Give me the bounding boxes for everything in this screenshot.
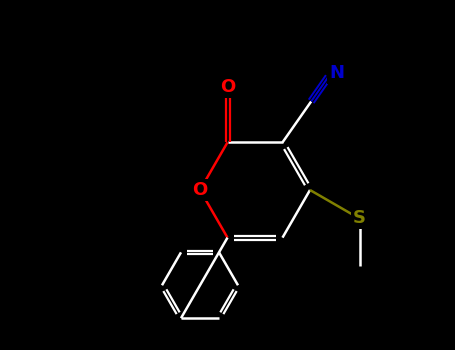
Text: O: O (220, 78, 235, 96)
Text: N: N (329, 64, 344, 82)
Text: O: O (192, 181, 207, 199)
Text: S: S (353, 209, 366, 227)
